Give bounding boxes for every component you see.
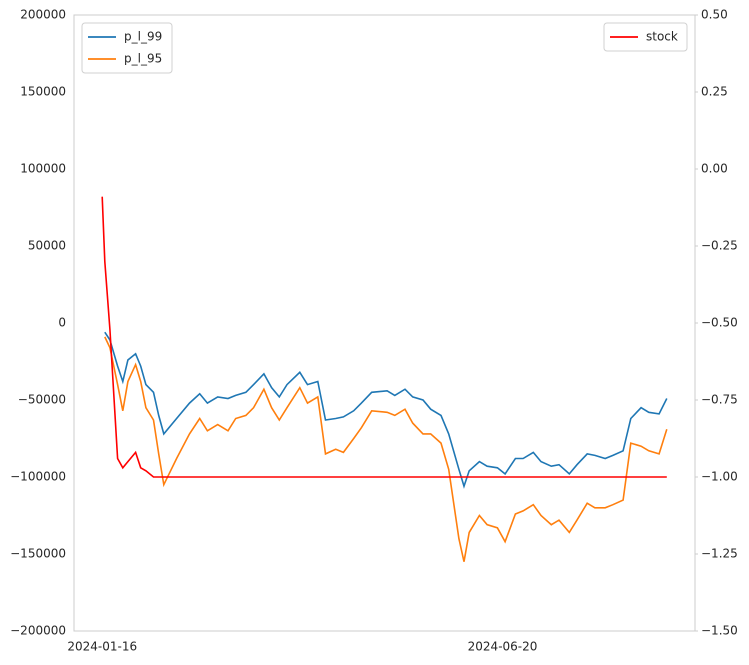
x-tick-label: 2024-06-20 <box>468 640 538 654</box>
y2-tick-label: 0.50 <box>701 8 728 22</box>
y2-tick-label: −1.50 <box>701 624 738 638</box>
y2-tick-label: 0.00 <box>701 162 728 176</box>
legend-label: p_l_99 <box>124 30 162 44</box>
legend-box <box>81 22 173 74</box>
y-tick-label: 200000 <box>20 8 66 22</box>
y-tick-label: −200000 <box>10 624 66 638</box>
series-line <box>104 331 668 489</box>
y-tick-label: −150000 <box>10 547 66 561</box>
y-tick-label: 50000 <box>28 239 66 253</box>
legend-box <box>603 22 688 52</box>
y2-tick-label: −0.50 <box>701 316 738 330</box>
y2-tick-label: −1.00 <box>701 470 738 484</box>
x-tick-label: 2024-01-16 <box>67 640 137 654</box>
y-tick-label: 0 <box>58 316 66 330</box>
series-line <box>104 336 668 562</box>
series-line <box>101 196 667 478</box>
y2-tick-label: −1.25 <box>701 547 738 561</box>
y-tick-label: 150000 <box>20 85 66 99</box>
plot-frame <box>73 14 696 632</box>
y-tick-label: 100000 <box>20 162 66 176</box>
y2-tick-label: 0.25 <box>701 85 728 99</box>
y-tick-label: −50000 <box>18 393 66 407</box>
y-tick-label: −100000 <box>10 470 66 484</box>
y2-tick-label: −0.75 <box>701 393 738 407</box>
legend-label: p_l_95 <box>124 52 162 66</box>
y2-tick-label: −0.25 <box>701 239 738 253</box>
legend-label: stock <box>646 30 678 44</box>
